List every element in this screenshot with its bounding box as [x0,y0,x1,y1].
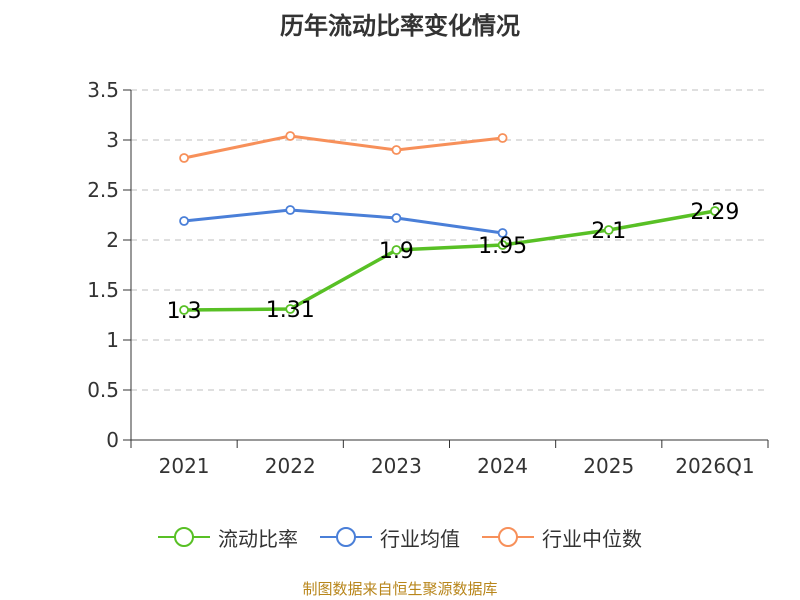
data-point-industry-mean [497,228,508,238]
y-tick-label: 3.5 [87,78,119,102]
y-tick-label: 0 [106,428,119,452]
y-tick-label: 0.5 [87,378,119,402]
data-point-current-ratio [391,245,402,255]
legend-swatch-industry-mean-icon [320,527,372,547]
x-tick-label: 2024 [477,454,528,478]
series-line-industry-median [182,134,505,160]
y-tick-label: 1.5 [87,278,119,302]
data-label-current-ratio: 1.95 [478,234,527,259]
legend-label-current-ratio: 流动比率 [218,526,298,551]
series-line-industry-mean [182,208,505,235]
legend-swatch-current-ratio-icon [158,527,210,547]
data-point-industry-median [285,131,296,141]
data-point-current-ratio [710,206,720,216]
legend-item-industry-mean[interactable]: 行业均值 [320,523,460,552]
data-point-current-ratio [179,305,189,315]
legend-item-current-ratio[interactable]: 流动比率 [158,523,298,552]
data-point-current-ratio [497,240,508,250]
x-tick-label: 2025 [583,454,634,478]
chart-legend: 流动比率 行业均值 行业中位数 [0,520,800,554]
data-point-industry-median [497,133,508,143]
legend-swatch-industry-median-icon [482,527,534,547]
x-tick-label: 2023 [371,454,422,478]
chart-title: 历年流动比率变化情况 [280,12,520,40]
data-point-industry-median [179,153,189,163]
data-point-current-ratio [285,304,296,314]
data-point-industry-mean [179,216,189,226]
data-point-industry-mean [391,213,402,223]
y-tick-label: 3 [106,128,119,152]
source-note: 制图数据来自恒生聚源数据库 [302,580,498,598]
data-label-current-ratio: 1.3 [167,299,202,324]
data-label-current-ratio: 2.1 [591,219,626,244]
x-tick-label: 2021 [159,454,210,478]
x-tick-label: 2022 [265,454,316,478]
data-label-current-ratio: 2.29 [690,200,739,225]
data-point-current-ratio [603,225,614,235]
y-tick-label: 1 [106,328,119,352]
data-label-current-ratio: 1.9 [379,239,414,264]
x-tick-label: 2026Q1 [675,454,754,478]
data-point-industry-mean [285,205,296,215]
y-tick-label: 2.5 [87,178,119,202]
data-point-industry-median [391,145,402,155]
legend-label-industry-mean: 行业均值 [380,526,460,551]
legend-label-industry-median: 行业中位数 [542,526,642,551]
series-line-current-ratio [182,209,717,312]
y-tick-label: 2 [106,228,119,252]
legend-item-industry-median[interactable]: 行业中位数 [482,523,642,552]
data-label-current-ratio: 1.31 [266,298,315,323]
